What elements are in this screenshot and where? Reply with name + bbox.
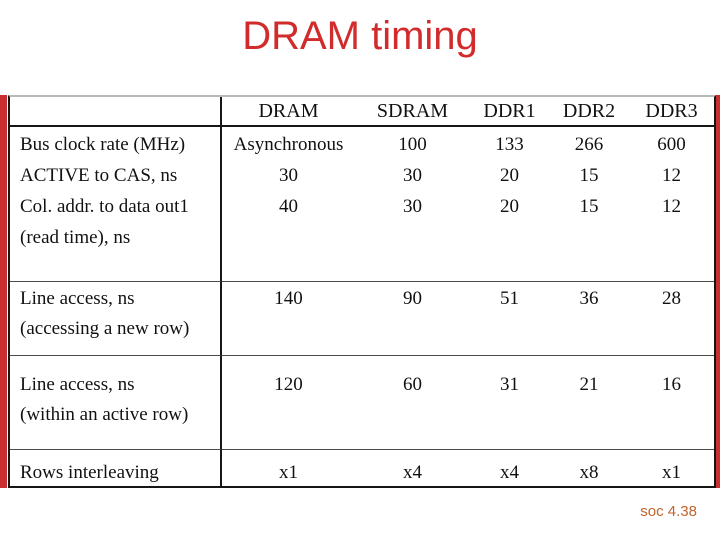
value: x1 xyxy=(662,462,681,483)
value: 36 xyxy=(579,288,599,309)
value: 140 xyxy=(274,288,303,309)
cell-sdram-line-access-active: 60 xyxy=(355,356,470,450)
cell-ddr1-col-addr: 20 xyxy=(500,196,519,217)
value: 31 xyxy=(500,374,519,395)
cell-sdram-col-addr: 30 xyxy=(403,196,422,217)
values-ddr3-groupA: 600 12 12 xyxy=(629,127,714,282)
cell-ddr1-active-cas: 20 xyxy=(500,165,519,186)
cell-dram-line-access-active: 120 xyxy=(222,356,355,450)
label-rows-interleaving: Rows interleaving xyxy=(20,462,159,483)
label-line-access-ns: Line access, ns xyxy=(20,288,135,309)
cell-ddr1-rows-interleaving: x4 xyxy=(470,450,549,486)
row-label-rows-interleaving: Rows interleaving xyxy=(10,450,222,486)
row-labels-clock-cas-coladdr: Bus clock rate (MHz) ACTIVE to CAS, ns C… xyxy=(10,127,222,282)
value: 60 xyxy=(403,374,422,395)
label-read-time-ns: (read time), ns xyxy=(20,227,131,248)
cell-ddr2-bus-clock: 266 xyxy=(574,134,604,155)
cell-sdram-bus-clock: 100 xyxy=(398,134,427,155)
value: 16 xyxy=(662,374,681,395)
cell-ddr3-active-cas: 12 xyxy=(662,165,681,186)
header-cell-ddr1: DDR1 xyxy=(470,97,549,127)
value: 120 xyxy=(274,374,303,395)
slide-footer-number: soc 4.38 xyxy=(640,503,697,520)
cell-ddr3-bus-clock: 600 xyxy=(657,134,686,155)
cell-ddr1-line-access-new: 51 xyxy=(470,282,549,356)
header-cell-blank xyxy=(10,97,222,127)
cell-ddr1-bus-clock: 133 xyxy=(495,134,524,155)
cell-ddr3-line-access-new: 28 xyxy=(629,282,714,356)
cell-sdram-active-cas: 30 xyxy=(403,165,422,186)
values-dram-groupA: Asynchronous 30 40 xyxy=(222,127,355,282)
dram-timing-table: DRAM SDRAM DDR1 DDR2 DDR3 Bus clock rate… xyxy=(8,95,716,488)
value: x4 xyxy=(403,462,422,483)
label-within-active-row: (within an active row) xyxy=(20,404,189,425)
slide-title: DRAM timing xyxy=(242,14,478,58)
row-label-line-access-active-row: Line access, ns (within an active row) xyxy=(10,356,222,450)
value: x8 xyxy=(579,462,599,483)
header-cell-sdram: SDRAM xyxy=(355,97,470,127)
left-red-edge-bar xyxy=(0,95,7,488)
label-col-addr-to-data-out: Col. addr. to data out1 xyxy=(20,196,189,217)
label-bus-clock-rate: Bus clock rate (MHz) xyxy=(20,134,186,155)
cell-dram-line-access-new: 140 xyxy=(222,282,355,356)
cell-dram-col-addr: 40 xyxy=(279,196,298,217)
values-sdram-groupA: 100 30 30 xyxy=(355,127,470,282)
label-line-access-ns: Line access, ns xyxy=(20,374,135,395)
cell-ddr3-col-addr: 12 xyxy=(662,196,681,217)
cell-dram-active-cas: 30 xyxy=(279,165,298,186)
header-cell-ddr3: DDR3 xyxy=(629,97,714,127)
label-active-to-cas: ACTIVE to CAS, ns xyxy=(20,165,178,186)
value: 90 xyxy=(403,288,422,309)
label-accessing-new-row: (accessing a new row) xyxy=(20,318,190,339)
cell-ddr2-line-access-active: 21 xyxy=(549,356,629,450)
header-cell-ddr2: DDR2 xyxy=(549,97,629,127)
row-label-line-access-new-row: Line access, ns (accessing a new row) xyxy=(10,282,222,356)
cell-sdram-line-access-new: 90 xyxy=(355,282,470,356)
cell-ddr2-col-addr: 15 xyxy=(579,196,599,217)
header-cell-dram: DRAM xyxy=(222,97,355,127)
value: x4 xyxy=(500,462,519,483)
cell-ddr3-rows-interleaving: x1 xyxy=(629,450,714,486)
value: x1 xyxy=(279,462,298,483)
cell-ddr2-line-access-new: 36 xyxy=(549,282,629,356)
value: 51 xyxy=(500,288,519,309)
right-red-edge-bar xyxy=(713,95,720,488)
cell-ddr2-active-cas: 15 xyxy=(579,165,599,186)
value: 28 xyxy=(662,288,681,309)
values-ddr1-groupA: 133 20 20 xyxy=(470,127,549,282)
cell-dram-bus-clock: Asynchronous xyxy=(233,134,344,155)
cell-ddr1-line-access-active: 31 xyxy=(470,356,549,450)
values-ddr2-groupA: 266 15 15 xyxy=(549,127,629,282)
cell-ddr2-rows-interleaving: x8 xyxy=(549,450,629,486)
cell-ddr3-line-access-active: 16 xyxy=(629,356,714,450)
cell-sdram-rows-interleaving: x4 xyxy=(355,450,470,486)
cell-dram-rows-interleaving: x1 xyxy=(222,450,355,486)
value: 21 xyxy=(579,374,599,395)
